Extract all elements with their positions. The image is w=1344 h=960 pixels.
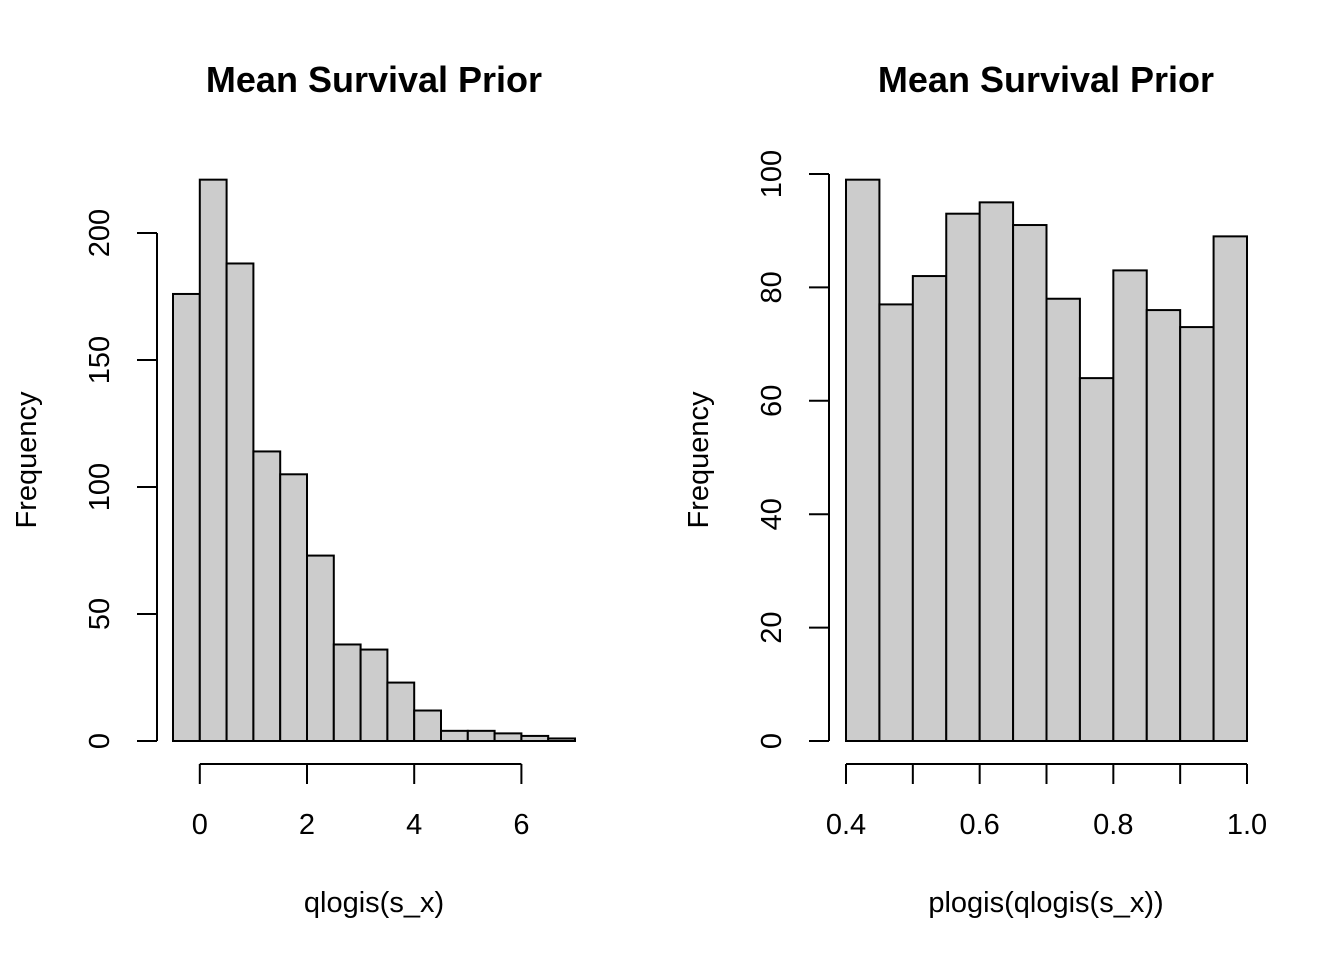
bars	[845, 178, 1249, 743]
histogram-bar	[1112, 269, 1148, 742]
y-tick-label: 40	[756, 498, 788, 530]
histogram-bar	[466, 729, 496, 743]
y-tick-label: 60	[756, 385, 788, 417]
histogram-bar	[172, 292, 201, 742]
y-tick-label: 100	[84, 463, 116, 511]
histogram-bar	[1145, 309, 1182, 742]
y-axis: 0 20 40 60 80 100	[756, 150, 830, 749]
y-tick-label: 0	[84, 733, 116, 749]
histogram-bar	[359, 648, 389, 742]
x-tick-label: 2	[299, 809, 315, 841]
y-tick-label: 100	[756, 150, 788, 198]
histogram-bar	[547, 737, 577, 743]
histogram-bar	[1212, 235, 1249, 742]
histogram-panel-right: Mean Survival Prior plogis(qlogis(s_x)) …	[683, 59, 1267, 919]
histogram-bar	[332, 643, 362, 742]
y-tick-label: 0	[756, 733, 788, 749]
histogram-bar	[279, 473, 309, 742]
x-axis-label: qlogis(s_x)	[304, 887, 444, 919]
y-tick-label: 80	[756, 271, 788, 303]
histogram-bar	[845, 178, 881, 743]
histogram-bar	[386, 681, 416, 743]
histogram-bar	[198, 178, 228, 743]
histogram-bar	[945, 212, 981, 742]
histogram-bar	[493, 732, 523, 743]
y-tick-label: 200	[84, 209, 116, 257]
histogram-bar	[413, 709, 443, 743]
histogram-bar	[878, 303, 914, 742]
histogram-panel-left: Mean Survival Prior qlogis(s_x) Frequenc…	[11, 59, 577, 919]
x-tick-label: 0.8	[1093, 809, 1133, 841]
y-tick-label: 150	[84, 336, 116, 384]
chart-title: Mean Survival Prior	[878, 59, 1214, 100]
bars	[172, 178, 577, 743]
histogram-bar	[440, 729, 469, 743]
x-tick-label: 6	[513, 809, 529, 841]
x-axis: 0 2 4 6	[192, 763, 529, 841]
histogram-bar	[1078, 377, 1115, 742]
x-tick-label: 0.4	[826, 809, 866, 841]
y-axis-label: Frequency	[683, 391, 715, 529]
chart-title: Mean Survival Prior	[206, 59, 542, 100]
x-tick-label: 1.0	[1227, 809, 1267, 841]
histogram-bar	[1179, 326, 1215, 742]
y-tick-label: 50	[84, 598, 116, 630]
histogram-bar	[252, 450, 282, 742]
x-tick-label: 4	[406, 809, 422, 841]
histogram-bar	[1012, 224, 1048, 742]
x-tick-label: 0.6	[960, 809, 1000, 841]
histogram-bar	[306, 554, 335, 743]
histogram-bar	[225, 262, 255, 742]
histogram-bar	[520, 734, 550, 742]
histogram-bar	[911, 275, 948, 742]
histogram-bar	[1045, 297, 1081, 742]
y-axis: 0 50 100 150 200	[84, 209, 158, 749]
y-tick-label: 20	[756, 611, 788, 643]
x-axis: 0.4 0.6 0.8 1.0	[826, 763, 1267, 841]
x-axis-label: plogis(qlogis(s_x))	[928, 887, 1163, 919]
y-axis-label: Frequency	[11, 391, 43, 529]
histogram-bar	[978, 201, 1015, 743]
x-tick-label: 0	[192, 809, 208, 841]
